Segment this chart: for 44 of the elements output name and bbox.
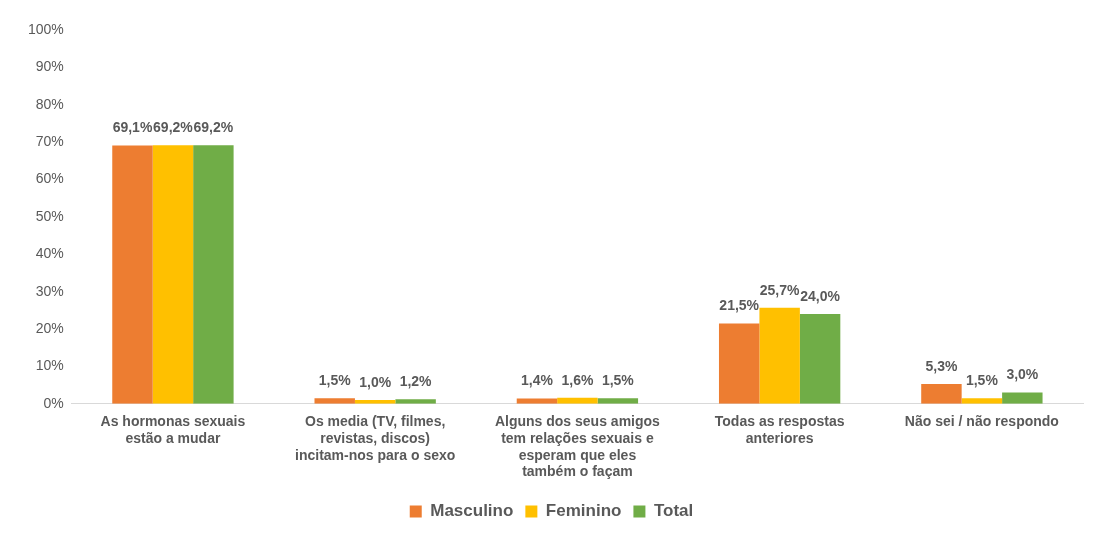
data-label: 25,7% bbox=[759, 281, 801, 298]
y-tick-label: 50% bbox=[35, 207, 64, 224]
data-label: 1,6% bbox=[561, 371, 594, 388]
bar bbox=[395, 399, 436, 404]
data-label: 69,2% bbox=[153, 118, 194, 135]
legend-label: Total bbox=[653, 501, 694, 521]
data-label: 3,0% bbox=[1006, 366, 1039, 383]
x-tick-label: Não sei / não respondo bbox=[904, 413, 1059, 430]
x-tick-label: As hormonas sexuais estão a mudar bbox=[100, 413, 246, 446]
data-label: 5,3% bbox=[925, 357, 958, 374]
bar bbox=[718, 323, 760, 404]
data-label: 21,5% bbox=[719, 297, 760, 314]
data-label: 1,0% bbox=[359, 373, 392, 390]
data-label: 1,5% bbox=[965, 372, 999, 389]
bar bbox=[193, 145, 234, 404]
data-label: 1,5% bbox=[318, 372, 352, 389]
data-label: 69,2% bbox=[193, 118, 234, 135]
data-label: 1,4% bbox=[520, 372, 554, 389]
bar bbox=[1002, 392, 1043, 404]
legend-label: Feminino bbox=[545, 501, 622, 521]
bar bbox=[152, 145, 194, 404]
y-tick-label: 30% bbox=[35, 282, 64, 299]
y-tick-label: 0% bbox=[43, 394, 64, 411]
x-tick-label: Alguns dos seus amigos tem relações sexuais e esperam que eles também o façam bbox=[494, 413, 661, 480]
data-label: 1,2% bbox=[399, 373, 433, 390]
bar bbox=[314, 398, 355, 404]
x-tick-label: Os media (TV, filmes, revistas, discos) incitam-nos para o sexo bbox=[295, 413, 456, 463]
y-tick-label: 60% bbox=[35, 170, 64, 187]
legend-label: Masculino bbox=[430, 501, 514, 521]
bar bbox=[799, 314, 841, 404]
bar bbox=[921, 383, 962, 404]
bar bbox=[112, 145, 153, 404]
y-tick-label: 70% bbox=[35, 133, 64, 149]
y-tick-label: 20% bbox=[35, 319, 64, 336]
y-tick-label: 40% bbox=[35, 245, 64, 262]
data-label: 24,0% bbox=[800, 287, 841, 304]
bar bbox=[759, 307, 800, 404]
y-tick-label: 10% bbox=[35, 357, 64, 374]
y-tick-label: 80% bbox=[35, 95, 64, 112]
data-label: 1,5% bbox=[601, 372, 635, 389]
data-label: 69,1% bbox=[112, 119, 153, 136]
x-tick-label: Todas as respostas anteriores bbox=[714, 413, 845, 446]
y-tick-label: 100% bbox=[27, 20, 64, 37]
y-tick-label: 90% bbox=[35, 58, 64, 75]
